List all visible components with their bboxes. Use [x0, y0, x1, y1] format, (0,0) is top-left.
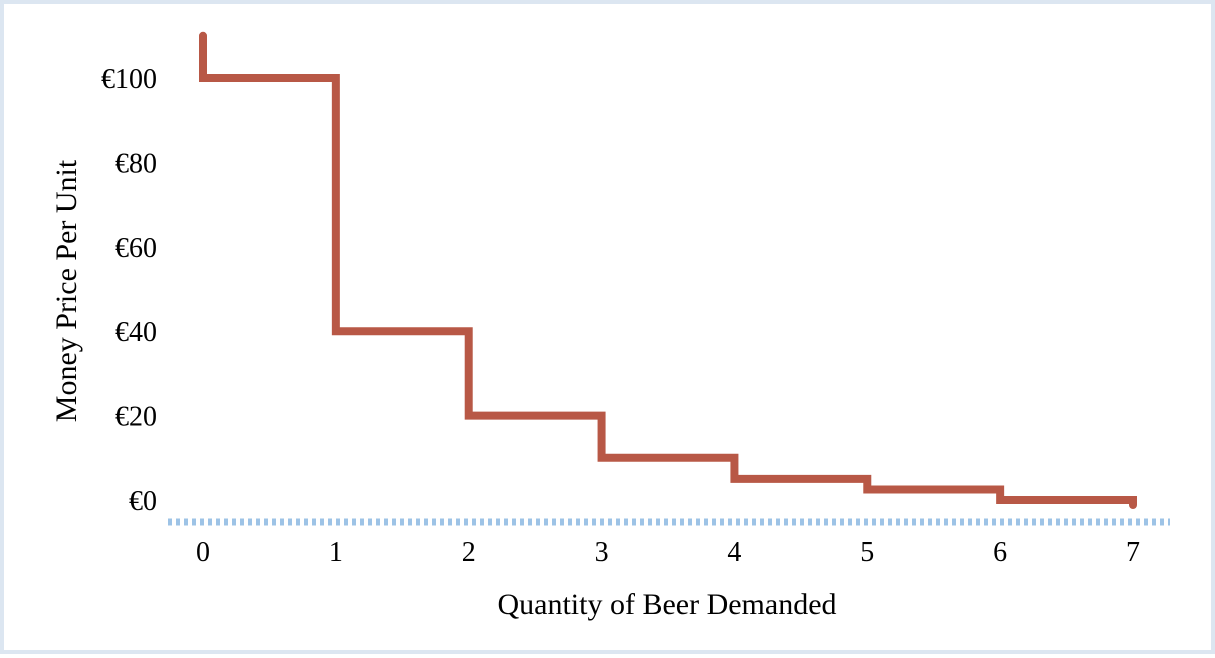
- x-tick-label: 5: [860, 537, 874, 568]
- y-tick-label: €0: [129, 486, 157, 517]
- x-tick-label: 6: [993, 537, 1007, 568]
- y-tick-label: €100: [101, 64, 157, 95]
- x-tick-label: 4: [727, 537, 741, 568]
- demand-step-chart: €0 €20 €40 €60 €80 €100 0 1 2 3 4 5 6 7 Quantity of …: [4, 4, 1215, 658]
- x-tick-label: 0: [196, 537, 210, 568]
- x-tick-label: 1: [329, 537, 343, 568]
- y-tick-label: €20: [115, 402, 157, 433]
- x-tick-label: 7: [1126, 537, 1140, 568]
- y-tick-label: €40: [115, 317, 157, 348]
- x-axis-title: Quantity of Beer Demanded: [497, 588, 836, 621]
- y-tick-label: €80: [115, 148, 157, 179]
- x-tick-label: 3: [595, 537, 609, 568]
- y-axis-title: Money Price Per Unit: [50, 159, 83, 422]
- x-tick-label: 2: [462, 537, 476, 568]
- demand-step-line: [203, 36, 1133, 505]
- y-tick-label: €60: [115, 233, 157, 264]
